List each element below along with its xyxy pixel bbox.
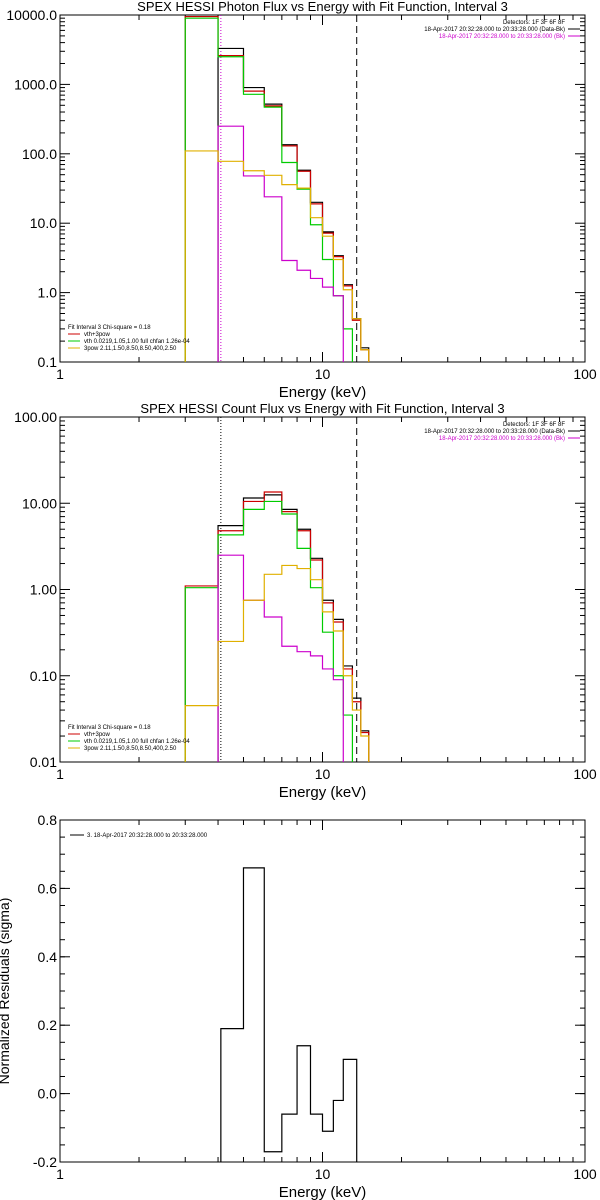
series-line	[217, 554, 344, 762]
residuals-panel: 1 10 100 Energy (keV) -0.2 0.0 0.2 0.4 0.6 0.8 Nor…	[0, 812, 597, 1200]
photon-flux-panel: SPEX HESSI Photon Flux vs Energy with Fi…	[6, 0, 597, 401]
y-tick-label: 0.01	[30, 754, 57, 770]
y-axis-label: Normalized Residuals (sigma)	[0, 898, 12, 1085]
x-axis-label: Energy (keV)	[279, 1184, 367, 1200]
fit-legend-title: Fit Interval 3 Chi-square = 0.18	[68, 725, 151, 731]
plot-frame	[59, 14, 586, 363]
x-tick-label: 100	[573, 1166, 597, 1182]
x-tick-label: 10	[315, 766, 331, 782]
series-line	[184, 15, 370, 362]
fit-legend-label: 3pow 2.11,1.50,8.50,8.50,400,2.50	[84, 346, 177, 352]
y-tick-label: 0.10	[30, 668, 57, 684]
y-tick-label: 10.0	[30, 215, 57, 231]
y-tick-label: -0.2	[33, 1154, 57, 1170]
y-tick-label: 0.2	[38, 1017, 58, 1033]
y-tick-label: 10000.0	[6, 7, 57, 23]
series-line	[184, 500, 354, 762]
plot-title: SPEX HESSI Photon Flux vs Energy with Fi…	[137, 0, 508, 14]
plot-title: SPEX HESSI Count Flux vs Energy with Fit…	[140, 401, 504, 416]
x-tick-label: 1	[56, 366, 64, 382]
fit-legend-label: vth 0.0219,1.05,1.00 full chfan 1.26e-04	[84, 339, 190, 345]
series-line	[184, 564, 370, 762]
y-tick-label: 0.1	[38, 354, 58, 370]
header-line: 18-Apr-2017 20:32:28.000 to 20:33:28.000…	[424, 27, 565, 33]
fit-legend-label: vth+3pow	[84, 732, 111, 738]
x-tick-label: 10	[315, 366, 331, 382]
x-tick-label: 1	[56, 1166, 64, 1182]
x-axis-label: Energy (keV)	[279, 784, 367, 801]
plot-frame	[59, 819, 586, 1163]
y-tick-label: 100.00	[14, 409, 57, 425]
y-tick-label: 0.6	[38, 880, 58, 896]
header-line: 18-Apr-2017 20:32:28.000 to 20:33:28.000…	[424, 429, 565, 435]
y-tick-label: 0.8	[38, 812, 58, 828]
header-line: Detectors: 1F 3F 6F 8F	[503, 422, 565, 428]
series-line	[184, 491, 370, 762]
y-tick-label: 1000.0	[14, 76, 57, 92]
y-tick-label: 1.00	[30, 582, 57, 598]
series-line	[220, 867, 358, 1162]
fit-legend-label: vth+3pow	[84, 332, 111, 338]
series-line	[217, 494, 370, 762]
fit-legend-label: 3pow 2.11,1.50,8.50,8.50,400,2.50	[84, 746, 177, 752]
legend-label: 3. 18-Apr-2017 20:32:28.000 to 20:33:28.…	[87, 833, 208, 839]
x-tick-label: 1	[56, 766, 64, 782]
fit-legend-label: vth 0.0219,1.05,1.00 full chfan 1.26e-04	[84, 739, 190, 745]
series-line	[184, 17, 354, 362]
fit-legend-title: Fit Interval 3 Chi-square = 0.18	[68, 325, 151, 331]
x-tick-label: 100	[573, 366, 597, 382]
series-line	[217, 47, 370, 362]
header-line: Detectors: 1F 3F 6F 8F	[503, 20, 565, 26]
y-tick-label: 0.4	[38, 949, 58, 965]
x-axis-label: Energy (keV)	[279, 384, 367, 401]
x-tick-label: 10	[315, 1166, 331, 1182]
y-tick-label: 10.00	[22, 495, 57, 511]
series-line	[184, 150, 370, 362]
count-flux-panel: SPEX HESSI Count Flux vs Energy with Fit…	[14, 401, 597, 801]
header-line: 18-Apr-2017 20:32:28.000 to 20:33:28.000…	[439, 34, 565, 40]
y-tick-label: 100.0	[22, 146, 57, 162]
header-line: 18-Apr-2017 20:32:28.000 to 20:33:28.000…	[439, 436, 565, 442]
y-tick-label: 0.0	[38, 1086, 58, 1102]
y-tick-label: 1.0	[38, 285, 58, 301]
x-tick-label: 100	[573, 766, 597, 782]
